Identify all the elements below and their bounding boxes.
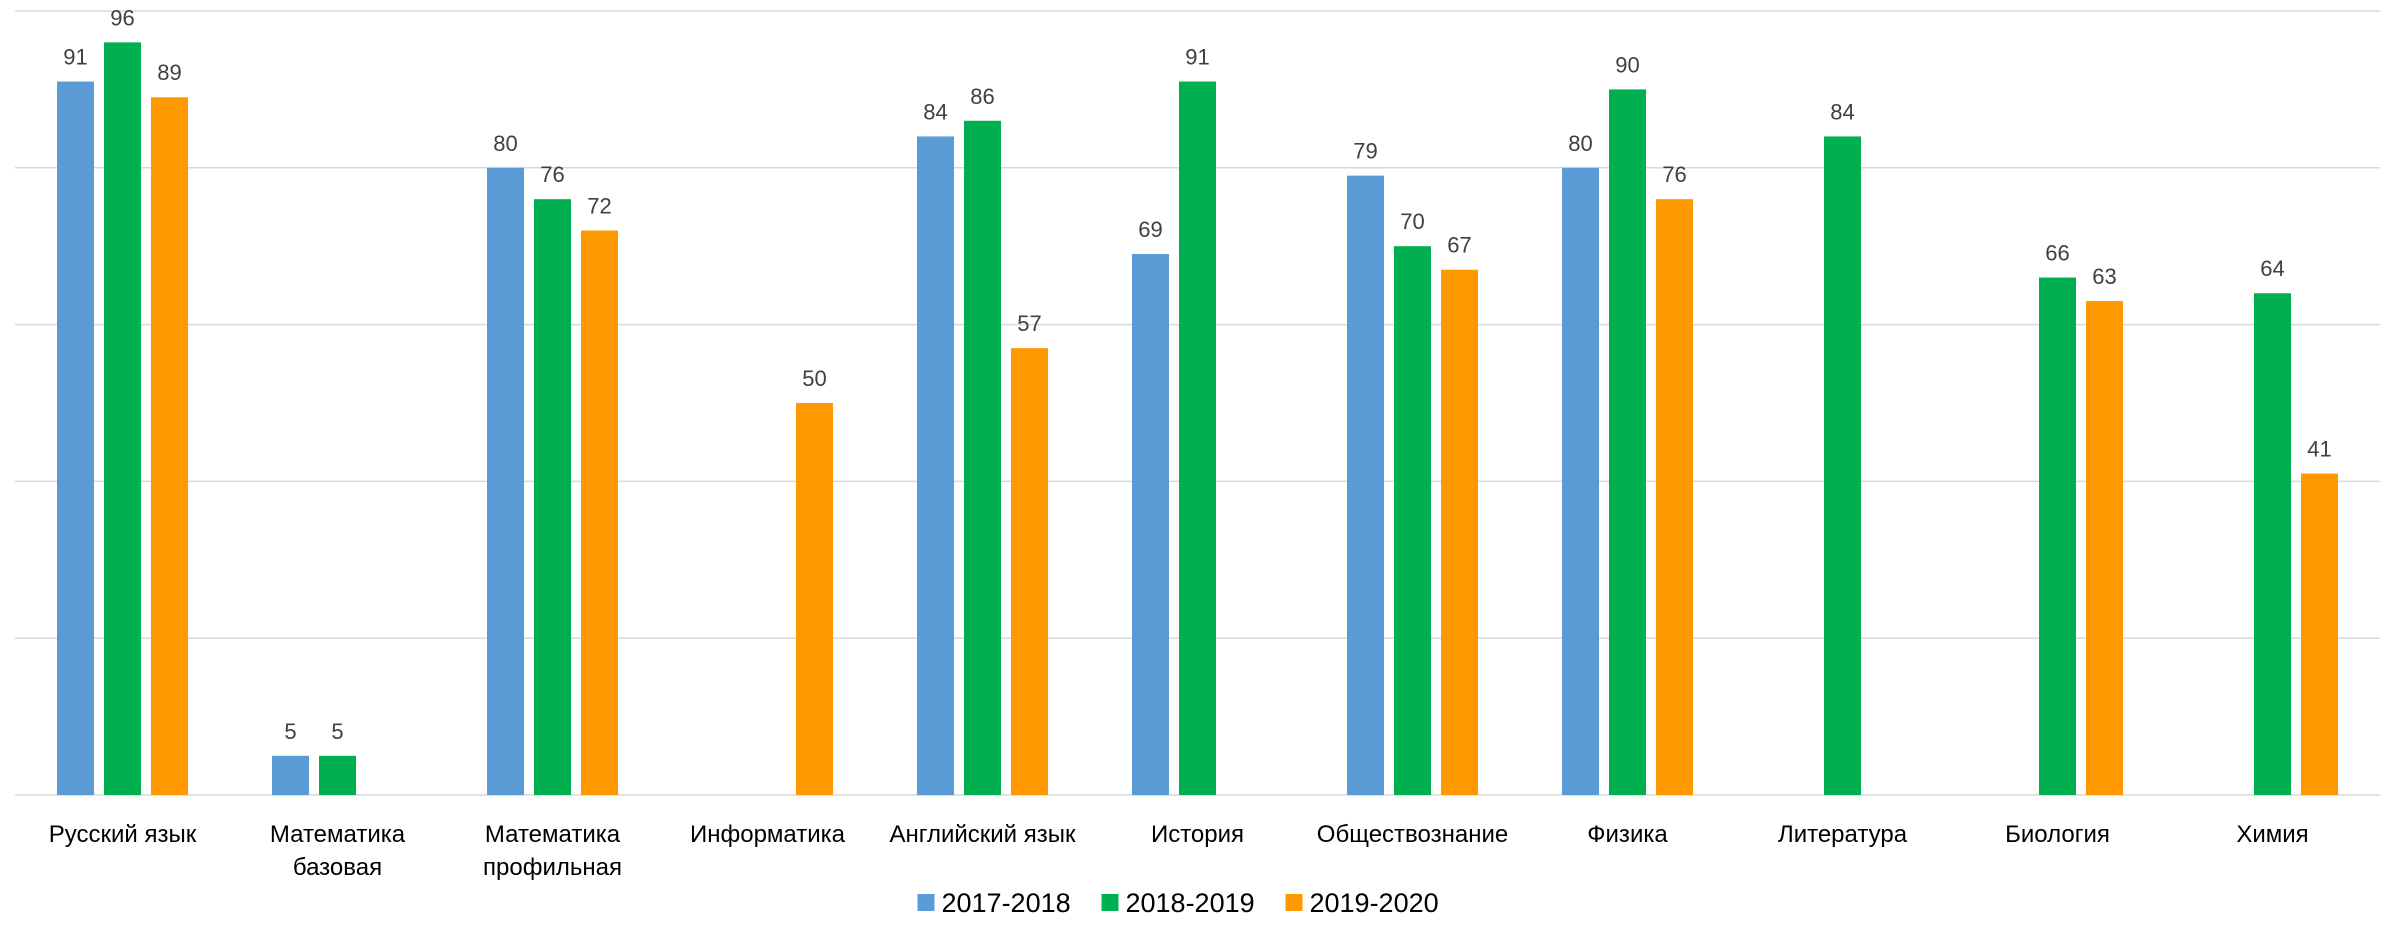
bar-2019-2020-0 <box>151 97 188 796</box>
data-label-2018-2019-10: 64 <box>2260 256 2284 281</box>
data-label-2018-2019-1: 5 <box>331 719 343 744</box>
data-label-2017-2018-2: 80 <box>493 131 517 156</box>
category-label-5: История <box>1151 821 1244 848</box>
legend-label-2018-2019: 2018-2019 <box>1126 888 1255 918</box>
data-label-2017-2018-5: 69 <box>1138 217 1162 242</box>
bar-2017-2018-2 <box>487 167 524 796</box>
legend-swatch-2017-2018 <box>917 894 935 911</box>
bar-2018-2019-0 <box>104 42 141 796</box>
data-label-2017-2018-4: 84 <box>923 99 947 124</box>
category-label-10: Химия <box>2236 821 2308 848</box>
category-label-0: Русский язык <box>49 821 197 848</box>
bar-2019-2020-7 <box>1656 199 1693 795</box>
data-label-2018-2019-5: 91 <box>1185 45 1209 70</box>
legend: 2017-2018 2018-2019 2019-2020 <box>917 888 1439 918</box>
bar-2017-2018-7 <box>1562 167 1599 796</box>
data-label-2017-2018-1: 5 <box>284 719 296 744</box>
data-label-2018-2019-8: 84 <box>1830 99 1854 124</box>
bar-2017-2018-4 <box>917 136 954 795</box>
bars <box>57 42 2338 796</box>
bar-2018-2019-8 <box>1824 136 1861 795</box>
category-label-7: Физика <box>1587 821 1668 848</box>
bar-2018-2019-9 <box>2039 277 2076 795</box>
data-label-2019-2020-4: 57 <box>1017 311 1041 336</box>
data-label-2018-2019-4: 86 <box>970 84 994 109</box>
legend-label-2019-2020: 2019-2020 <box>1310 888 1439 918</box>
legend-swatch-2018-2019 <box>1101 894 1119 911</box>
bar-2018-2019-5 <box>1179 81 1216 795</box>
bar-2017-2018-5 <box>1132 254 1169 796</box>
bar-2017-2018-6 <box>1347 175 1384 795</box>
category-label-4: Английский язык <box>889 821 1076 848</box>
data-label-2018-2019-0: 96 <box>110 5 134 30</box>
category-label-9: Биология <box>2005 821 2110 848</box>
bar-2017-2018-1 <box>272 755 309 795</box>
data-label-2018-2019-2: 76 <box>540 162 564 187</box>
category-label-8: Литература <box>1778 821 1908 848</box>
data-label-2017-2018-0: 91 <box>63 45 87 70</box>
data-label-2019-2020-2: 72 <box>587 194 611 219</box>
legend-label-2017-2018: 2017-2018 <box>942 888 1071 918</box>
data-label-2018-2019-6: 70 <box>1400 209 1424 234</box>
bar-2019-2020-10 <box>2301 473 2338 795</box>
data-label-2017-2018-7: 80 <box>1568 131 1592 156</box>
bar-2017-2018-0 <box>57 81 94 795</box>
data-label-2019-2020-6: 67 <box>1447 233 1471 258</box>
bar-2018-2019-10 <box>2254 293 2291 795</box>
bar-2018-2019-6 <box>1394 246 1431 795</box>
bar-2018-2019-4 <box>964 120 1001 795</box>
data-label-2017-2018-6: 79 <box>1353 139 1377 164</box>
bar-2018-2019-7 <box>1609 89 1646 795</box>
category-label-3: Информатика <box>690 821 846 848</box>
bar-2019-2020-9 <box>2086 301 2123 795</box>
bar-2019-2020-4 <box>1011 348 1048 795</box>
data-label-2019-2020-9: 63 <box>2092 264 2116 289</box>
data-label-2019-2020-10: 41 <box>2307 437 2331 462</box>
bar-2018-2019-1 <box>319 755 356 795</box>
bar-2018-2019-2 <box>534 199 571 795</box>
category-label-2: Математика профильная <box>483 821 622 881</box>
category-labels: Русский язык Математика базовая Математика п… <box>49 821 2309 881</box>
data-label-2018-2019-7: 90 <box>1615 52 1639 77</box>
category-label-1: Математика базовая <box>270 821 406 881</box>
bar-2019-2020-6 <box>1441 269 1478 796</box>
bar-2019-2020-3 <box>796 403 833 795</box>
data-label-2019-2020-0: 89 <box>157 60 181 85</box>
bar-2019-2020-2 <box>581 230 618 795</box>
legend-swatch-2019-2020 <box>1285 894 1303 911</box>
data-labels: 91 5 80 84 69 79 80 96 5 76 86 91 70 90 84 66 64 89 72 50 57… <box>63 5 2331 743</box>
category-label-6: Обществознание <box>1317 821 1508 848</box>
data-label-2019-2020-7: 76 <box>1662 162 1686 187</box>
data-label-2018-2019-9: 66 <box>2045 241 2069 266</box>
data-label-2019-2020-3: 50 <box>802 366 826 391</box>
